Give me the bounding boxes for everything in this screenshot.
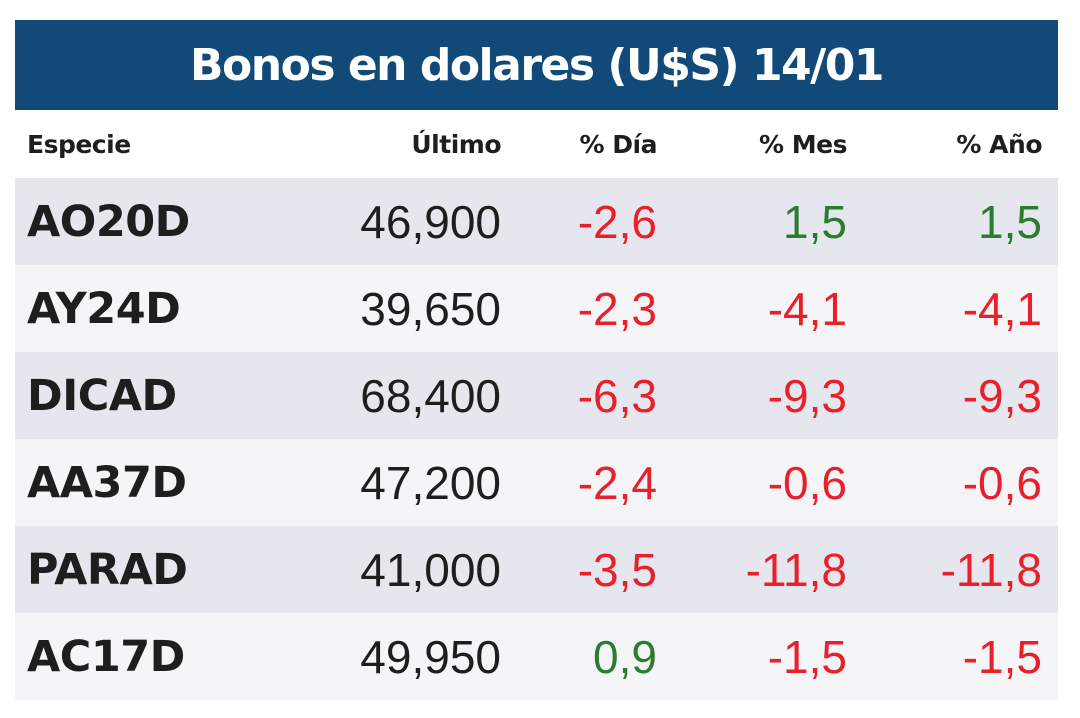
header-mes: % Mes [759, 129, 847, 159]
cell-mes: -4,1 [767, 282, 847, 335]
cell-anio: -4,1 [962, 282, 1042, 335]
bond-table: Bonos en dolares (U$S) 14/01 Especie Últ… [15, 20, 1058, 700]
cell-especie: AY24D [27, 283, 181, 334]
cell-especie: AC17D [27, 631, 185, 682]
cell-ultimo: 47,200 [360, 456, 501, 509]
cell-mes: -11,8 [745, 543, 847, 596]
table-row: AC17D 49,950 0,9 -1,5 -1,5 [15, 613, 1058, 700]
table-row: AA37D 47,200 -2,4 -0,6 -0,6 [15, 439, 1058, 526]
cell-anio: -1,5 [962, 630, 1042, 683]
cell-anio: 1,5 [978, 195, 1042, 248]
cell-ultimo: 41,000 [360, 543, 501, 596]
header-especie: Especie [27, 129, 131, 159]
cell-anio: -11,8 [940, 543, 1042, 596]
table-header: Especie Último % Día % Mes % Año [15, 110, 1058, 178]
cell-especie: AA37D [27, 457, 187, 508]
cell-anio: -0,6 [962, 456, 1042, 509]
cell-dia: -3,5 [577, 543, 657, 596]
cell-ultimo: 68,400 [360, 369, 501, 422]
header-anio: % Año [956, 129, 1042, 159]
cell-mes: -1,5 [767, 630, 847, 683]
table-row: AY24D 39,650 -2,3 -4,1 -4,1 [15, 265, 1058, 352]
cell-dia: -2,3 [577, 282, 657, 335]
cell-ultimo: 46,900 [360, 195, 501, 248]
cell-dia: 0,9 [593, 630, 657, 683]
cell-dia: -2,6 [577, 195, 657, 248]
cell-anio: -9,3 [962, 369, 1042, 422]
cell-especie: PARAD [27, 544, 188, 595]
cell-dia: -2,4 [577, 456, 657, 509]
cell-ultimo: 39,650 [360, 282, 501, 335]
header-ultimo: Último [411, 129, 501, 159]
table-title: Bonos en dolares (U$S) 14/01 [15, 20, 1058, 110]
table-row: PARAD 41,000 -3,5 -11,8 -11,8 [15, 526, 1058, 613]
cell-ultimo: 49,950 [360, 630, 501, 683]
cell-mes: 1,5 [783, 195, 847, 248]
cell-especie: AO20D [27, 196, 190, 247]
table-row: DICAD 68,400 -6,3 -9,3 -9,3 [15, 352, 1058, 439]
cell-mes: -0,6 [767, 456, 847, 509]
header-dia: % Día [579, 129, 658, 159]
cell-mes: -9,3 [767, 369, 847, 422]
table-row: AO20D 46,900 -2,6 1,5 1,5 [15, 178, 1058, 265]
cell-dia: -6,3 [577, 369, 657, 422]
cell-especie: DICAD [27, 370, 177, 421]
